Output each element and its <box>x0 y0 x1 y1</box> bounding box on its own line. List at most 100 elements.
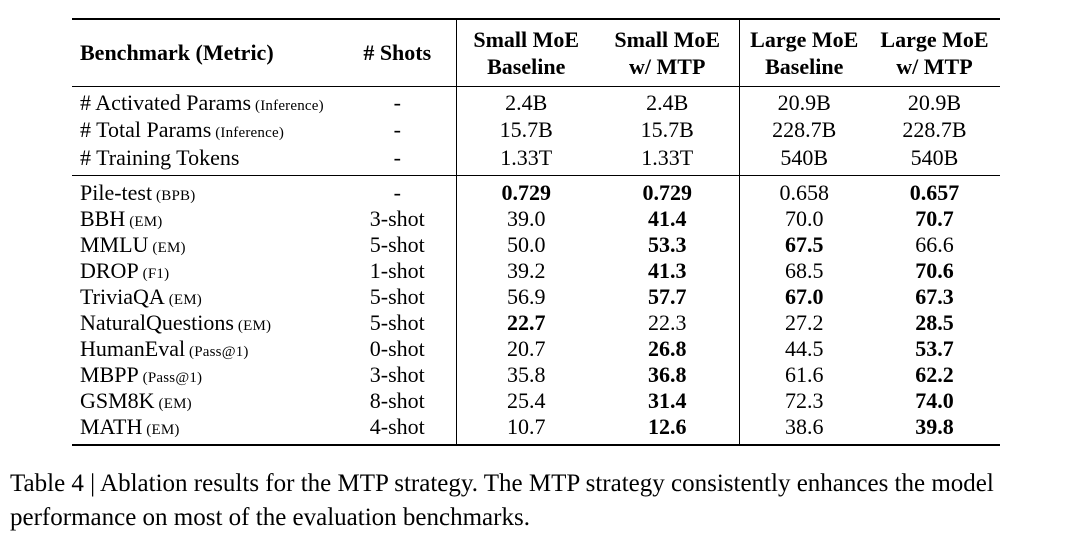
metric-suffix: (EM) <box>164 291 203 308</box>
benchmark-name: GSM8K <box>80 387 155 413</box>
benchmark-row: GSM8K (EM) 8-shot 25.4 31.4 72.3 74.0 <box>72 387 1000 414</box>
cell-small-moe-mtp: 53.3 <box>648 231 687 257</box>
cell-small-moe-mtp: 1.33T <box>596 144 739 176</box>
cell-small-moe-baseline: 10.7 <box>455 413 596 445</box>
cell-large-moe-mtp: 39.8 <box>915 413 954 439</box>
row-label: # Total Params (Inference) <box>72 116 339 145</box>
cell-large-moe-baseline: 72.3 <box>738 387 869 414</box>
row-label: # Activated Params (Inference) <box>72 86 339 116</box>
row-label: Pile-test (BPB) <box>72 175 339 206</box>
benchmark-name: DROP <box>80 257 139 283</box>
cell-large-moe-mtp: 28.5 <box>915 309 954 335</box>
cell-small-moe-baseline: 1.33T <box>455 144 596 176</box>
benchmark-row: NaturalQuestions (EM) 5-shot 22.7 22.3 27.2 2… <box>72 309 1000 336</box>
cell-small-moe-mtp: 22.3 <box>648 309 687 335</box>
shots-value: - <box>339 144 456 176</box>
shots-value: 8-shot <box>369 387 425 413</box>
row-label: NaturalQuestions (EM) <box>72 310 339 336</box>
benchmark-row: Pile-test (BPB) - 0.729 0.729 0.658 0.657 <box>72 175 1000 206</box>
benchmark-name: TriviaQA <box>80 283 165 309</box>
param-row: # Total Params (Inference) - 15.7B 15.7B 228… <box>72 115 1000 145</box>
cell-large-moe-baseline: 20.9B <box>738 86 869 116</box>
metric-suffix: (EM) <box>233 317 272 334</box>
benchmark-row: TriviaQA (EM) 5-shot 56.9 57.7 67.0 67.3 <box>72 283 1000 310</box>
shots-value: - <box>393 117 401 142</box>
cell-large-moe-baseline: 67.5 <box>738 231 869 258</box>
benchmark-name: NaturalQuestions <box>80 309 234 335</box>
row-label: DROP (F1) <box>72 258 339 284</box>
cell-large-moe-baseline: 540B <box>738 144 869 176</box>
row-label: MBPP (Pass@1) <box>72 362 339 388</box>
cell-small-moe-mtp: 12.6 <box>648 413 687 439</box>
metric-suffix: (EM) <box>142 421 180 438</box>
param-section: # Activated Params (Inference) -2.4B 2.4B 2… <box>72 86 1000 176</box>
cell-large-moe-mtp: 70.7 <box>915 205 954 231</box>
cell-small-moe-baseline: 56.9 <box>455 283 596 310</box>
metric-suffix: (BPB) <box>152 187 196 204</box>
shots-value: 4-shot <box>369 413 425 439</box>
cell-large-moe-baseline: 0.658 <box>738 175 869 206</box>
benchmark-name: HumanEval <box>80 335 186 361</box>
metric-suffix: (Inference) <box>251 97 324 114</box>
cell-small-moe-mtp: 26.8 <box>648 335 687 361</box>
cell-small-moe-baseline: 39.0 <box>455 205 596 232</box>
cell-small-moe-baseline: 0.729 <box>455 175 596 206</box>
row-label: MMLU (EM) <box>72 232 339 258</box>
column-header-shots: # Shots <box>339 19 456 87</box>
cell-large-moe-baseline: 27.2 <box>738 309 869 336</box>
shots-value: 5-shot <box>369 309 425 335</box>
cell-small-moe-baseline: 50.0 <box>455 231 596 258</box>
row-label: TriviaQA (EM) <box>72 284 339 310</box>
row-label: GSM8K (EM) <box>72 388 339 414</box>
cell-small-moe-mtp: 36.8 <box>648 361 687 387</box>
cell-large-moe-baseline: 61.6 <box>738 361 869 388</box>
metric-suffix: (F1) <box>138 265 170 282</box>
benchmark-name: BBH <box>80 205 126 231</box>
cell-small-moe-baseline: 25.4 <box>455 387 596 414</box>
cell-small-moe-mtp: 2.4B <box>646 89 689 115</box>
benchmark-row: MMLU (EM) 5-shot 50.0 53.3 67.5 66.6 <box>72 231 1000 258</box>
header-row: Benchmark (Metric) # Shots Small MoE Baseli… <box>72 19 1000 87</box>
row-label: MATH (EM) <box>72 414 339 445</box>
benchmark-row: HumanEval (Pass@1) 0-shot 20.7 26.8 44.5 53.7 <box>72 335 1000 362</box>
column-header-large-moe-baseline: Large MoE Baseline <box>738 19 869 87</box>
benchmark-row: MBPP (Pass@1) 3-shot 35.8 36.8 61.6 62.2 <box>72 361 1000 388</box>
cell-large-moe-mtp: 53.7 <box>915 335 954 361</box>
benchmark-name: Pile-test <box>80 179 153 205</box>
cell-large-moe-baseline: 228.7B <box>738 115 869 145</box>
benchmark-name: MBPP <box>80 361 139 387</box>
column-header-benchmark-metric: Benchmark (Metric) <box>72 19 339 87</box>
cell-large-moe-mtp: 70.6 <box>915 257 954 283</box>
metric-suffix: (Pass@1) <box>185 343 249 360</box>
column-header-small-moe-baseline: Small MoE Baseline <box>455 19 596 87</box>
benchmark-name: MATH <box>80 413 143 439</box>
cell-small-moe-baseline: 20.7 <box>455 335 596 362</box>
column-header-small-moe-mtp: Small MoE w/ MTP <box>596 19 739 87</box>
benchmark-name: # Training Tokens <box>80 144 240 170</box>
cell-small-moe-baseline: 39.2 <box>455 257 596 284</box>
cell-large-moe-baseline: 44.5 <box>738 335 869 362</box>
column-header-large-moe-mtp: Large MoE w/ MTP <box>869 19 1000 87</box>
shots-value: 3-shot <box>369 361 425 387</box>
cell-small-moe-baseline: 35.8 <box>455 361 596 388</box>
shots-value: 5-shot <box>369 231 425 257</box>
cell-large-moe-baseline: 67.0 <box>738 283 869 310</box>
metric-suffix: (Pass@1) <box>138 369 203 386</box>
cell-small-moe-baseline: 15.7B <box>455 115 596 145</box>
cell-large-moe-baseline: 68.5 <box>738 257 869 284</box>
table-header: Benchmark (Metric) # Shots Small MoE Baseli… <box>72 19 1000 87</box>
cell-small-moe-mtp: 15.7B <box>640 117 694 142</box>
row-label: HumanEval (Pass@1) <box>72 336 339 362</box>
cell-large-moe-baseline: 70.0 <box>738 205 869 232</box>
table-caption: Table 4 | Ablation results for the MTP s… <box>10 469 994 531</box>
shots-value: 0-shot <box>369 335 425 361</box>
cell-small-moe-baseline: 2.4B <box>455 86 596 116</box>
cell-large-moe-mtp: 20.9B <box>907 89 962 115</box>
shots-value: - <box>393 89 401 115</box>
shots-value: 5-shot <box>369 283 425 309</box>
benchmark-row: DROP (F1) 1-shot 39.2 41.3 68.5 70.6 <box>72 257 1000 284</box>
cell-small-moe-mtp: 41.3 <box>648 257 687 283</box>
benchmark-name: MMLU <box>80 231 149 257</box>
shots-value: 3-shot <box>369 205 425 231</box>
benchmark-row: BBH (EM) 3-shot 39.0 41.4 70.0 70.7 <box>72 205 1000 232</box>
